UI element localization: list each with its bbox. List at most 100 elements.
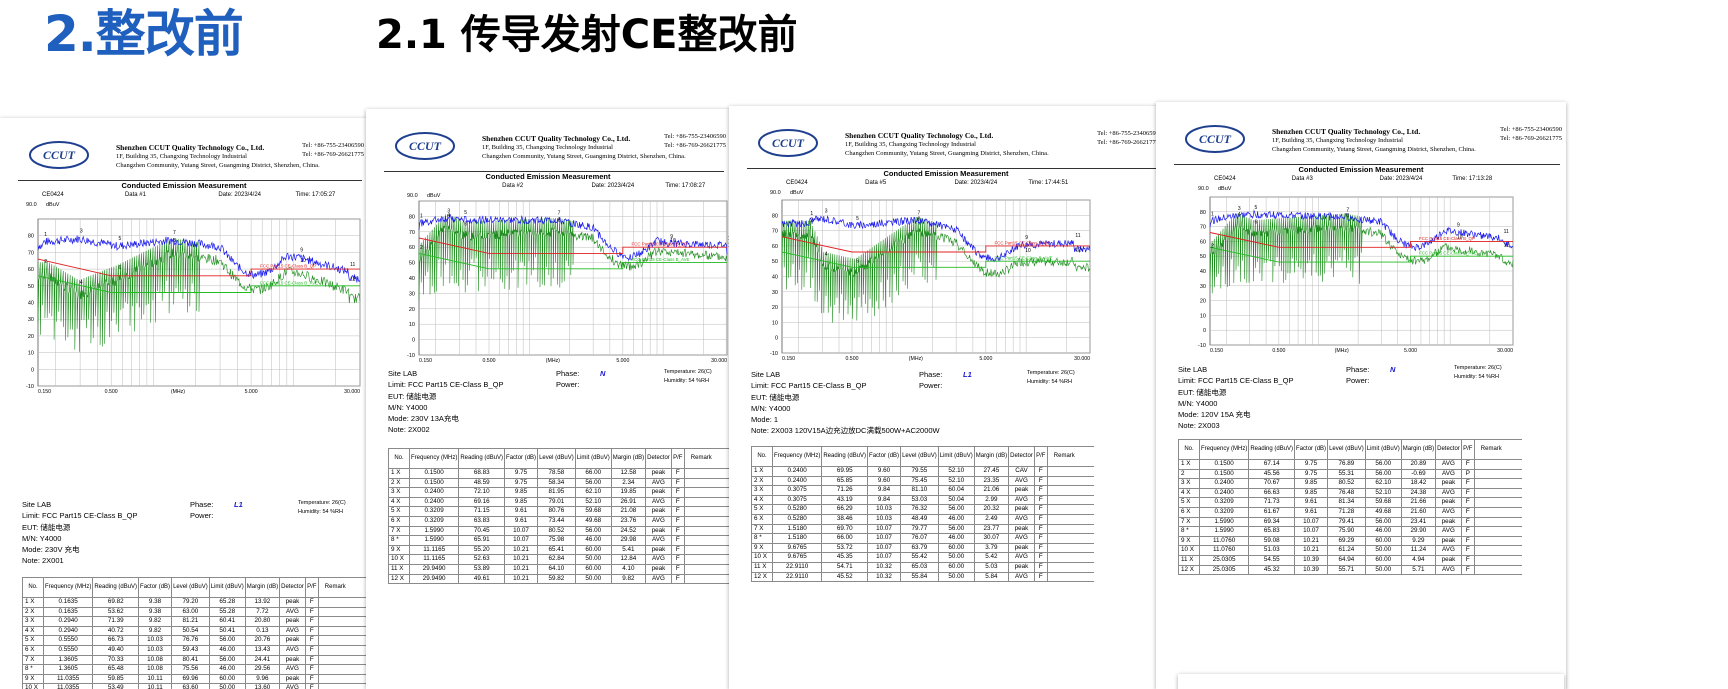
marker-5: 5 — [1254, 205, 1257, 211]
table-cell: 0.2400 — [1198, 487, 1250, 499]
table-cell: 64.10 — [537, 563, 576, 575]
table-body: 1 X 0.2400 69.95 9.60 79.55 52.10 27.45 CAV F 2 X… — [751, 466, 1094, 583]
table-cell: 65.48 — [92, 664, 140, 675]
table-cell: 0.5550 — [42, 644, 94, 656]
qp-limit-line — [1209, 232, 1513, 248]
table-cell: 80.41 — [171, 654, 210, 666]
table-header-row: No. Frequency (MHz) Reading (dBuV) Factor (… — [751, 446, 1094, 467]
company-address-line1: 1F, Building 35, Changxing Technology In… — [1272, 137, 1403, 144]
table-cell: 72.10 — [458, 487, 506, 498]
table-cell: 46.00 — [937, 533, 975, 544]
power-label: Power: — [556, 380, 580, 389]
table-cell: 24.52 — [610, 525, 647, 537]
table-cell: 65.83 — [1248, 526, 1296, 537]
y-tick-label: 0 — [775, 336, 778, 342]
y-tick-label: 50 — [28, 284, 34, 290]
table-cell: peak — [279, 597, 306, 608]
y-tick-label: 50 — [1200, 254, 1206, 260]
company-name: Shenzhen CCUT Quality Technology Co., Lt… — [482, 134, 631, 143]
marker-3: 3 — [825, 209, 828, 215]
y-axis-top-label: 90.0 — [407, 193, 418, 199]
column-header: Level (dBuV) — [1327, 439, 1366, 460]
column-header: Margin (dB) — [1400, 439, 1437, 460]
table-cell — [684, 563, 730, 575]
table-cell: 61.67 — [1248, 506, 1296, 518]
table-cell: AVG — [1008, 494, 1035, 506]
test-time: Time: 17:13:28 — [1452, 176, 1493, 182]
logo-ring — [758, 129, 818, 157]
info-eut: EUT: 储能电源 — [388, 391, 437, 401]
table-cell: 56.00 — [574, 525, 612, 537]
info-site: Site LAB — [388, 369, 418, 378]
y-tick-label: 0 — [1203, 328, 1206, 334]
table-cell: 3 X — [388, 487, 410, 498]
table-cell: 63.83 — [458, 515, 506, 527]
table-cell: F — [1460, 526, 1475, 537]
table-cell: 21.06 — [973, 485, 1010, 496]
column-header: Frequency (MHz) — [408, 448, 460, 469]
table-cell: 79.20 — [171, 597, 210, 608]
table-cell: AVG — [1435, 459, 1462, 470]
table-cell: 60.00 — [574, 544, 612, 556]
info-site: Site LAB — [751, 370, 781, 379]
company-name: Shenzhen CCUT Quality Technology Co., Lt… — [845, 131, 994, 140]
test-code: CE0424 — [1214, 176, 1236, 182]
y-tick-label: 30 — [28, 317, 34, 323]
info-site: Site LAB — [1178, 365, 1208, 374]
qp-trace — [1209, 209, 1514, 252]
table-cell: 10 X — [388, 554, 410, 565]
table-cell: 56.00 — [937, 504, 975, 515]
table-cell: 12 X — [1178, 564, 1200, 576]
table-cell: 0.1635 — [42, 606, 94, 618]
column-header: P/F — [670, 448, 685, 469]
table-cell: 75.45 — [900, 475, 939, 487]
marker-6: 6 — [1254, 220, 1257, 226]
y-tick-label: 70 — [409, 230, 415, 236]
table-cell: 50.04 — [937, 494, 975, 506]
table-cell: 60.00 — [574, 563, 612, 575]
marker-9: 9 — [1025, 235, 1028, 241]
x-tick-label: 0.150 — [782, 356, 795, 362]
table-cell — [684, 496, 730, 508]
table-cell — [1047, 561, 1094, 573]
column-header: Detector — [279, 577, 306, 598]
table-cell: 40.72 — [92, 625, 140, 637]
table-cell: AVG — [279, 606, 306, 618]
table-cell: 63.79 — [900, 542, 939, 554]
table-cell: 9.61 — [1294, 497, 1329, 508]
table-cell: 56.00 — [1364, 516, 1402, 528]
marker-5: 5 — [119, 236, 122, 242]
table-cell: peak — [645, 563, 672, 575]
table-cell: 10.21 — [504, 544, 539, 556]
table-cell: 10 X — [751, 552, 773, 563]
table-cell: peak — [645, 487, 672, 498]
info-mn: M/N: Y4000 — [22, 533, 62, 543]
humidity: Humidity: 54 %RH — [664, 378, 709, 384]
y-tick-label: 30 — [409, 291, 415, 297]
table-cell: 69.34 — [1248, 516, 1296, 528]
table-cell: AVG — [645, 496, 672, 508]
table-row: 5 X 0.5280 66.29 10.03 76.32 56.00 20.32 peak F — [751, 504, 1094, 515]
table-cell: 60.00 — [937, 542, 975, 554]
table-cell — [1474, 516, 1522, 528]
table-cell: F — [670, 544, 685, 556]
table-cell: 79.41 — [1327, 516, 1366, 528]
table-cell — [684, 544, 730, 556]
y-tick-label: 60 — [409, 245, 415, 251]
table-cell: 4 X — [1178, 487, 1200, 499]
table-cell: 79.01 — [537, 496, 576, 508]
column-header: Limit (dBuV) — [937, 446, 975, 467]
table-cell: peak — [1435, 516, 1462, 528]
table-cell: 7 X — [751, 523, 773, 535]
marker-2: 2 — [1211, 243, 1214, 249]
avg-limit-label: FCC Part15 CE-Class B_AVE — [631, 257, 689, 262]
table-cell: F — [304, 597, 319, 608]
chart-title: Conducted Emission Measurement — [121, 181, 247, 190]
table-cell: 0.2400 — [771, 466, 823, 477]
table-cell: 9.82 — [138, 616, 173, 627]
emission-chart: 80 70 60 50 40 30 20 10 0 -10 0.150 0.500 (MHz) 5.000… — [770, 199, 1091, 362]
y-tick-label: 20 — [1200, 299, 1206, 305]
table-cell: 69.29 — [1327, 535, 1366, 547]
table-cell: F — [304, 683, 319, 689]
table-cell: 50.41 — [208, 625, 246, 637]
